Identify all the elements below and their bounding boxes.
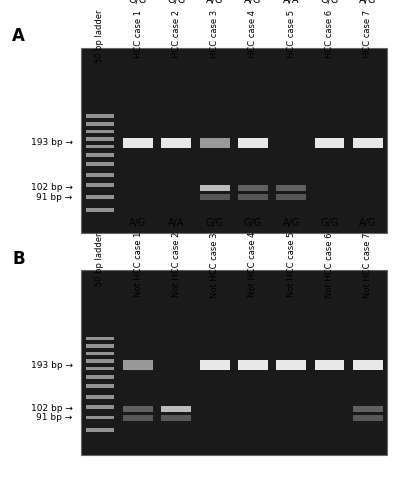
Text: HCC case 5: HCC case 5 <box>287 10 296 58</box>
Text: HCC case 1: HCC case 1 <box>133 10 143 58</box>
Bar <box>86 395 114 399</box>
Text: 50 bp ladder: 50 bp ladder <box>95 10 104 63</box>
Bar <box>314 138 345 147</box>
Bar <box>81 270 387 455</box>
Bar <box>161 406 191 411</box>
Text: A/G: A/G <box>359 0 376 5</box>
Bar <box>123 138 153 147</box>
Bar <box>276 184 306 190</box>
Bar <box>238 138 268 147</box>
Bar <box>238 360 268 370</box>
Text: A/G: A/G <box>283 218 300 228</box>
Text: A/G: A/G <box>206 0 223 5</box>
Bar <box>86 208 114 212</box>
Bar <box>353 414 383 420</box>
Bar <box>238 194 268 200</box>
Text: G/G: G/G <box>320 0 339 5</box>
Bar <box>353 406 383 411</box>
Bar <box>86 195 114 198</box>
Text: Not HCC case 3: Not HCC case 3 <box>210 232 219 298</box>
Text: 50 bp ladder: 50 bp ladder <box>95 232 104 285</box>
Bar <box>123 360 153 370</box>
Text: Not HCC case 5: Not HCC case 5 <box>287 232 296 298</box>
Text: 102 bp →: 102 bp → <box>31 404 73 413</box>
Bar <box>199 194 230 200</box>
Text: HCC case 4: HCC case 4 <box>248 10 258 58</box>
Bar <box>123 406 153 411</box>
Bar <box>86 344 114 348</box>
Text: A/G: A/G <box>244 0 262 5</box>
Text: 193 bp →: 193 bp → <box>31 138 73 147</box>
Bar <box>353 360 383 370</box>
Bar <box>86 428 114 432</box>
Text: HCC case 2: HCC case 2 <box>172 10 181 58</box>
Text: Not HCC case 1: Not HCC case 1 <box>133 232 143 298</box>
Bar <box>86 375 114 379</box>
Text: 193 bp →: 193 bp → <box>31 360 73 370</box>
Bar <box>86 405 114 409</box>
Text: G/G: G/G <box>129 0 147 5</box>
Bar <box>199 360 230 370</box>
Bar <box>86 416 114 419</box>
Text: G/G: G/G <box>167 0 185 5</box>
Text: 91 bp →: 91 bp → <box>36 192 73 202</box>
Bar <box>276 194 306 200</box>
Bar <box>161 414 191 420</box>
Bar <box>86 145 114 148</box>
Bar <box>314 360 345 370</box>
Bar <box>238 184 268 190</box>
Bar <box>199 184 230 190</box>
Text: Not HCC case 6: Not HCC case 6 <box>325 232 334 298</box>
Bar <box>86 367 114 370</box>
Bar <box>86 114 114 117</box>
Text: A/A: A/A <box>168 218 185 228</box>
Bar <box>86 153 114 157</box>
Text: HCC case 6: HCC case 6 <box>325 10 334 58</box>
Text: HCC case 7: HCC case 7 <box>363 10 372 58</box>
Bar <box>86 173 114 176</box>
Text: B: B <box>12 250 25 268</box>
Text: G/G: G/G <box>206 218 224 228</box>
Bar <box>86 359 114 363</box>
Text: A/A: A/A <box>283 0 299 5</box>
Bar <box>86 130 114 133</box>
Bar <box>353 138 383 147</box>
Text: Not HCC case 2: Not HCC case 2 <box>172 232 181 298</box>
Bar <box>276 360 306 370</box>
Text: A/G: A/G <box>359 218 376 228</box>
Text: 102 bp →: 102 bp → <box>31 183 73 192</box>
Bar <box>86 122 114 126</box>
Bar <box>86 384 114 388</box>
Text: A/G: A/G <box>129 218 147 228</box>
Text: G/G: G/G <box>320 218 339 228</box>
Bar <box>86 352 114 355</box>
Text: HCC case 3: HCC case 3 <box>210 10 219 58</box>
Bar <box>86 162 114 166</box>
Text: G/G: G/G <box>244 218 262 228</box>
Text: Not HCC case 4: Not HCC case 4 <box>248 232 258 298</box>
Bar <box>199 138 230 147</box>
Text: Not HCC case 7: Not HCC case 7 <box>363 232 372 298</box>
Bar <box>86 183 114 186</box>
Bar <box>81 48 387 232</box>
Bar <box>86 137 114 141</box>
Bar <box>161 138 191 147</box>
Bar <box>123 414 153 420</box>
Text: A: A <box>12 27 25 45</box>
Text: 91 bp →: 91 bp → <box>36 413 73 422</box>
Bar <box>86 337 114 340</box>
